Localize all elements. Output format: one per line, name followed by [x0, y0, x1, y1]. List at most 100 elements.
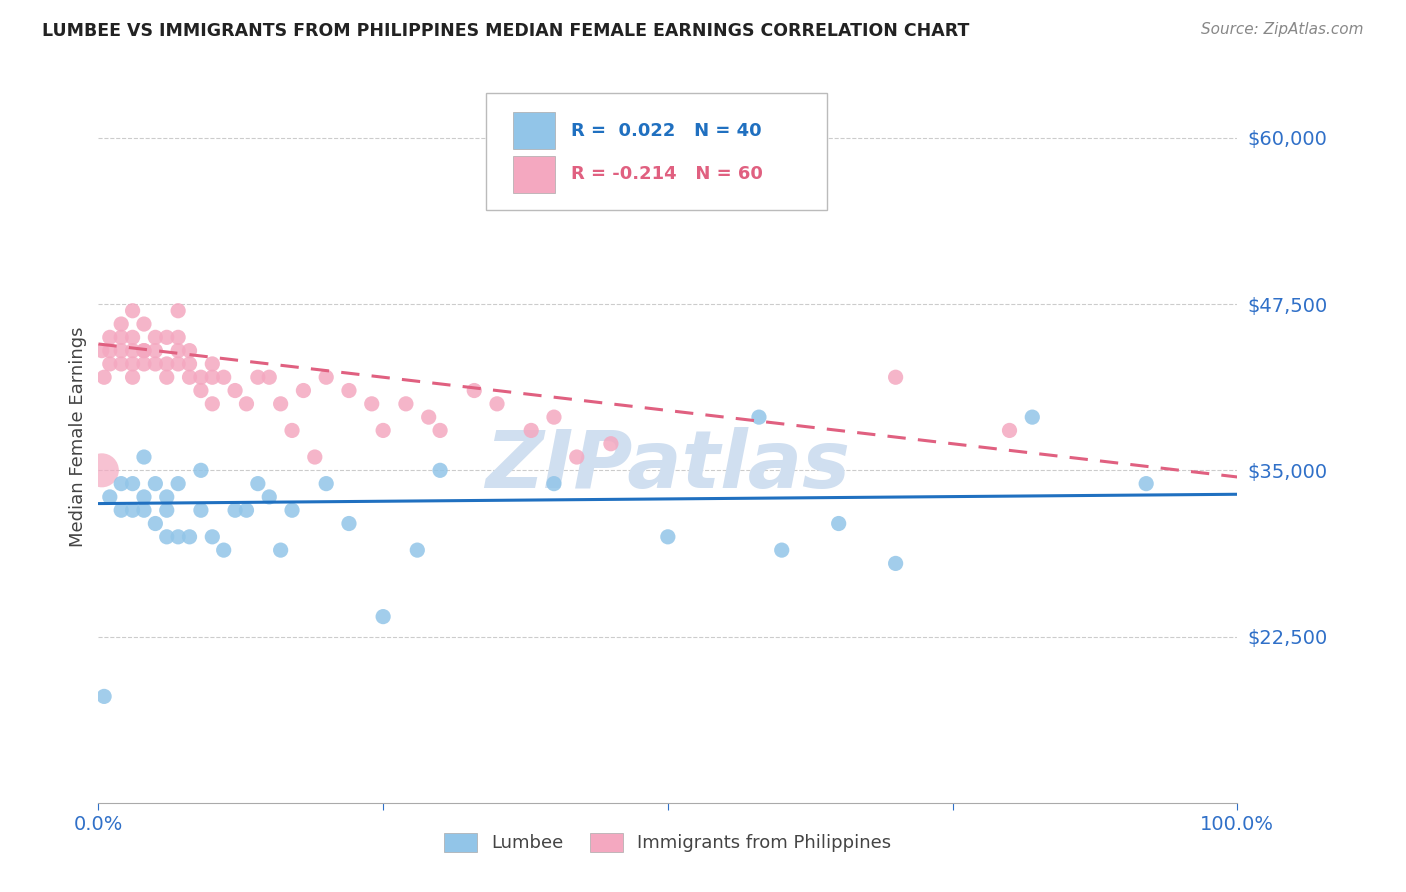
Point: [337, 384, 360, 398]
Point: [132, 503, 155, 517]
Point: [110, 330, 132, 344]
Point: [110, 317, 132, 331]
Point: [828, 516, 851, 531]
Point: [156, 530, 179, 544]
Point: [167, 343, 190, 358]
Point: [429, 463, 451, 477]
Point: [395, 397, 418, 411]
Point: [201, 357, 224, 371]
Point: [270, 543, 292, 558]
Point: [167, 357, 190, 371]
Point: [304, 450, 326, 464]
Point: [224, 384, 246, 398]
Point: [167, 530, 190, 544]
Point: [190, 463, 212, 477]
Point: [110, 343, 132, 358]
Point: [121, 503, 143, 517]
Point: [1021, 410, 1043, 425]
Point: [156, 370, 179, 384]
Point: [224, 503, 246, 517]
Point: [93, 690, 115, 704]
Point: [201, 397, 224, 411]
Point: [167, 476, 190, 491]
Point: [292, 384, 315, 398]
Point: [121, 357, 143, 371]
Point: [315, 476, 337, 491]
Point: [281, 503, 304, 517]
Point: [179, 530, 201, 544]
Point: [110, 503, 132, 517]
Point: [235, 397, 257, 411]
Legend: Lumbee, Immigrants from Philippines: Lumbee, Immigrants from Philippines: [437, 826, 898, 860]
Text: R = -0.214   N = 60: R = -0.214 N = 60: [571, 166, 763, 184]
Point: [770, 543, 793, 558]
Point: [121, 303, 143, 318]
Point: [110, 476, 132, 491]
Point: [1135, 476, 1157, 491]
Point: [235, 503, 257, 517]
Point: [998, 424, 1021, 438]
Point: [543, 476, 565, 491]
Point: [246, 476, 269, 491]
Point: [98, 357, 121, 371]
Point: [167, 303, 190, 318]
Point: [156, 503, 179, 517]
Point: [98, 343, 121, 358]
Point: [132, 490, 155, 504]
FancyBboxPatch shape: [485, 94, 827, 211]
Point: [270, 397, 292, 411]
Point: [201, 370, 224, 384]
Point: [520, 424, 543, 438]
Point: [167, 330, 190, 344]
Point: [463, 384, 485, 398]
Point: [145, 516, 167, 531]
Point: [132, 450, 155, 464]
Point: [748, 410, 770, 425]
Point: [145, 330, 167, 344]
Point: [145, 357, 167, 371]
Point: [190, 503, 212, 517]
Point: [884, 370, 907, 384]
Point: [132, 357, 155, 371]
Point: [110, 357, 132, 371]
Point: [90, 343, 112, 358]
Point: [190, 384, 212, 398]
Point: [212, 543, 235, 558]
Point: [93, 370, 115, 384]
Point: [121, 476, 143, 491]
Point: [179, 370, 201, 384]
Point: [486, 397, 509, 411]
Point: [132, 343, 155, 358]
Point: [156, 490, 179, 504]
Point: [360, 397, 382, 411]
Point: [315, 370, 337, 384]
Text: LUMBEE VS IMMIGRANTS FROM PHILIPPINES MEDIAN FEMALE EARNINGS CORRELATION CHART: LUMBEE VS IMMIGRANTS FROM PHILIPPINES ME…: [42, 22, 970, 40]
Point: [156, 357, 179, 371]
Point: [98, 490, 121, 504]
Point: [132, 343, 155, 358]
Point: [121, 370, 143, 384]
Point: [201, 530, 224, 544]
Point: [145, 343, 167, 358]
Point: [259, 490, 281, 504]
Point: [884, 557, 907, 571]
Point: [337, 516, 360, 531]
Point: [179, 357, 201, 371]
Point: [246, 370, 269, 384]
Point: [98, 330, 121, 344]
Point: [371, 424, 394, 438]
Point: [121, 330, 143, 344]
Point: [543, 410, 565, 425]
FancyBboxPatch shape: [513, 112, 555, 149]
Point: [156, 330, 179, 344]
Point: [132, 317, 155, 331]
Text: R =  0.022   N = 40: R = 0.022 N = 40: [571, 121, 762, 140]
Point: [406, 543, 429, 558]
Point: [371, 609, 394, 624]
Text: Source: ZipAtlas.com: Source: ZipAtlas.com: [1201, 22, 1364, 37]
Point: [179, 343, 201, 358]
Point: [190, 370, 212, 384]
Point: [212, 370, 235, 384]
Point: [429, 424, 451, 438]
Point: [90, 463, 112, 477]
